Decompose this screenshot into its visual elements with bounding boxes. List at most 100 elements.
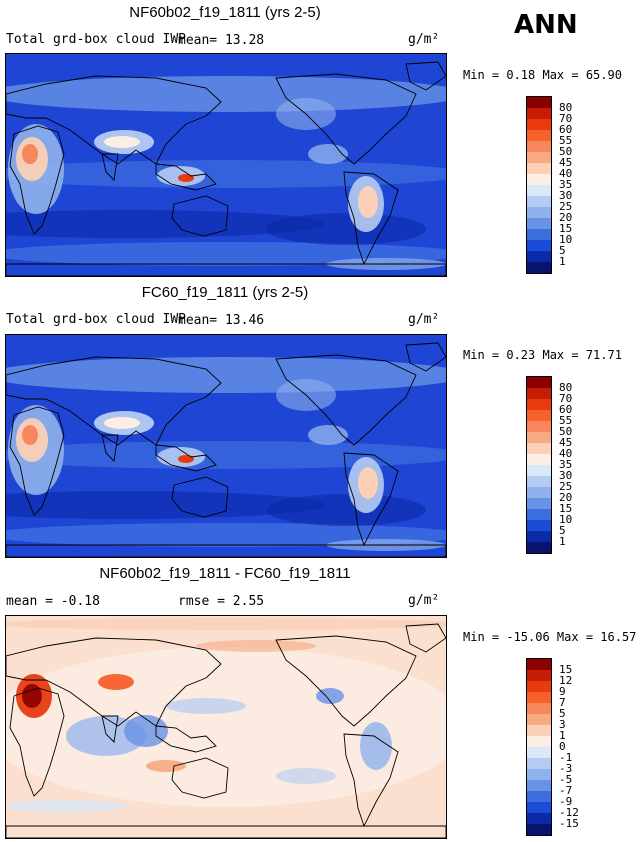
coastline (171, 195, 229, 237)
contour-region (358, 186, 378, 218)
colorbar-swatch (527, 692, 551, 703)
colorbar-swatch (527, 736, 551, 747)
colorbar-swatch (527, 813, 551, 824)
colorbar-level-label: 35 (559, 458, 573, 471)
colorbar-level-label: -12 (559, 806, 579, 819)
coastline (405, 623, 446, 653)
coastline (6, 263, 446, 276)
panel2-colorbar (526, 376, 552, 554)
contour-region (104, 136, 140, 148)
coastline (101, 153, 119, 181)
map-svg (6, 54, 446, 276)
colorbar-swatch (527, 802, 551, 813)
colorbar-swatch (527, 487, 551, 498)
contour-region (6, 523, 446, 547)
colorbar-swatch (527, 758, 551, 769)
coastline (9, 406, 65, 516)
colorbar-swatch (527, 388, 551, 399)
contour-region (22, 425, 38, 445)
colorbar-swatch (527, 454, 551, 465)
coastline (171, 757, 229, 799)
colorbar-level-label: 55 (559, 414, 573, 427)
colorbar-level-label: 15 (559, 502, 573, 515)
contour-region (6, 76, 446, 112)
colorbar-swatch (527, 443, 551, 454)
panel1-map (5, 53, 447, 277)
colorbar-swatch (527, 218, 551, 229)
colorbar-level-label: -15 (559, 817, 579, 830)
contour-region (146, 760, 186, 772)
colorbar-swatch (527, 681, 551, 692)
contour-region (6, 441, 446, 469)
panel2-map (5, 334, 447, 558)
panel2-variable: Total grd-box cloud IWP (6, 312, 187, 327)
contour-region (316, 688, 344, 704)
panel1-title: NF60b02_f19_1811 (yrs 2-5) (129, 4, 321, 21)
colorbar-level-label: 20 (559, 211, 573, 224)
contour-region (6, 800, 126, 812)
colorbar-swatch (527, 97, 551, 108)
colorbar-swatch (527, 207, 551, 218)
colorbar-level-label: 1 (559, 255, 566, 268)
panel1-minmax: Min = 0.18 Max = 65.90 (463, 68, 622, 82)
colorbar-swatch (527, 262, 551, 273)
contour-region (266, 494, 426, 526)
colorbar-level-label: 60 (559, 123, 573, 136)
colorbar-level-label: 45 (559, 436, 573, 449)
panel2-title: FC60_f19_1811 (yrs 2-5) (141, 284, 309, 301)
colorbar-level-label: 25 (559, 200, 573, 213)
contour-region (22, 144, 38, 164)
coastline (155, 163, 217, 191)
panel2-minmax: Min = 0.23 Max = 71.71 (463, 348, 622, 362)
colorbar-swatch (527, 377, 551, 388)
coastline (6, 544, 446, 557)
panel3-map (5, 615, 447, 839)
contour-region (6, 357, 446, 393)
colorbar-swatch (527, 659, 551, 670)
colorbar-swatch (527, 174, 551, 185)
colorbar-swatch (527, 119, 551, 130)
contour-region (22, 684, 42, 708)
colorbar-level-label: 80 (559, 101, 573, 114)
colorbar-swatch (527, 465, 551, 476)
colorbar-swatch (527, 399, 551, 410)
colorbar-swatch (527, 410, 551, 421)
panel3-mean: mean = -0.18 (6, 594, 100, 609)
contour-region (178, 174, 194, 182)
panel3-units: g/m² (408, 593, 440, 608)
colorbar-swatch (527, 141, 551, 152)
colorbar-swatch (527, 196, 551, 207)
colorbar-level-label: 3 (559, 718, 566, 731)
colorbar-level-label: 70 (559, 392, 573, 405)
colorbar-swatch (527, 108, 551, 119)
coastline (171, 476, 229, 518)
colorbar-level-label: -3 (559, 762, 573, 775)
colorbar-level-label: 1 (559, 535, 566, 548)
contour-region (360, 722, 392, 770)
colorbar-level-label: 5 (559, 524, 566, 537)
colorbar-level-label: -1 (559, 751, 573, 764)
contour-region (266, 213, 426, 245)
colorbar-level-label: 80 (559, 381, 573, 394)
panel1-mean: mean= 13.28 (178, 33, 265, 48)
colorbar-level-label: 40 (559, 447, 573, 460)
coastline (6, 825, 446, 838)
map-svg (6, 616, 446, 838)
coastline (9, 125, 65, 235)
colorbar-swatch (527, 824, 551, 835)
contour-region (104, 417, 140, 429)
colorbar-swatch (527, 747, 551, 758)
colorbar-swatch (527, 421, 551, 432)
colorbar-level-label: 30 (559, 469, 573, 482)
colorbar-level-label: 45 (559, 156, 573, 169)
colorbar-level-label: 15 (559, 663, 573, 676)
colorbar-level-label: 20 (559, 491, 573, 504)
contour-region (358, 467, 378, 499)
colorbar-level-label: 12 (559, 674, 573, 687)
coastline (343, 733, 399, 828)
colorbar-swatch (527, 791, 551, 802)
panel3-rmse: rmse = 2.55 (178, 594, 265, 609)
colorbar-swatch (527, 229, 551, 240)
colorbar-swatch (527, 476, 551, 487)
coastline (343, 452, 399, 547)
